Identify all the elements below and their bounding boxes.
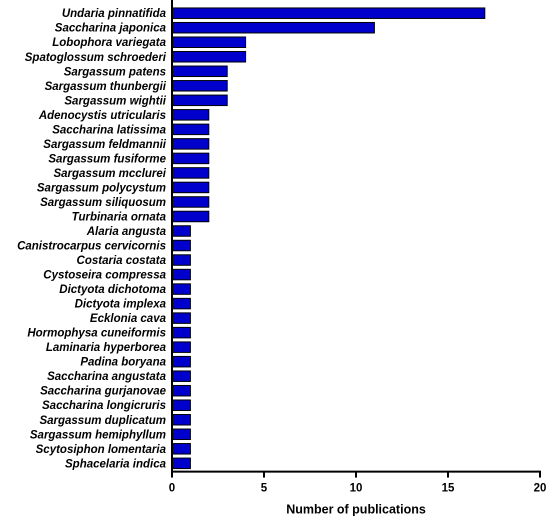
category-label: Sargassum mcclurei — [53, 168, 166, 180]
category-labels: Undaria pinnatifida Saccharina japonica Lo… — [17, 8, 167, 470]
x-axis-title: Number of publications — [286, 503, 426, 517]
category-label: Sargassum wightii — [64, 95, 166, 107]
bar — [171, 443, 191, 455]
bar — [171, 254, 191, 266]
bar — [171, 355, 191, 368]
category-label: Sargassum hemiphyllum — [30, 429, 166, 441]
category-label: Adenocystis utricularis — [38, 110, 166, 122]
category-label: Sargassum polycystum — [37, 182, 166, 194]
bar — [171, 167, 210, 179]
bar — [171, 94, 228, 107]
bar — [171, 210, 210, 223]
category-label: Lobophora variegata — [52, 37, 166, 49]
bar — [171, 7, 486, 19]
category-label: Saccharina angustata — [47, 371, 166, 383]
category-label: Sargassum feldmannii — [43, 139, 167, 151]
bar — [171, 283, 191, 295]
bar — [171, 138, 210, 150]
bar — [171, 225, 191, 237]
category-label: Padina boryana — [80, 357, 166, 369]
category-label: Saccharina longicruris — [42, 400, 166, 412]
bar — [171, 457, 191, 470]
category-label: Sphacelaria indica — [65, 458, 167, 470]
bar — [171, 399, 191, 411]
bar — [171, 21, 375, 34]
category-label: Sargassum siliquosum — [40, 197, 166, 209]
bar — [171, 51, 247, 63]
x-tick-label: 0 — [169, 483, 175, 495]
category-label: Sargassum fusiforme — [48, 153, 166, 165]
bar — [171, 312, 191, 324]
bar — [171, 268, 191, 281]
x-tick-label: 15 — [442, 483, 455, 495]
category-label: Scytosiphon lomentaria — [36, 444, 167, 456]
bar — [171, 36, 247, 48]
category-label: Ecklonia cava — [90, 313, 167, 325]
bar — [171, 152, 210, 165]
bar — [171, 239, 191, 252]
bar — [171, 123, 210, 136]
category-label: Dictyota implexa — [75, 299, 167, 311]
category-label: Saccharina japonica — [55, 23, 167, 35]
category-label: Saccharina latissima — [52, 124, 166, 136]
bar — [171, 414, 191, 426]
category-label: Costaria costata — [77, 255, 167, 267]
category-label: Turbinaria ornata — [72, 211, 167, 223]
category-label: Sargassum thunbergii — [45, 81, 167, 93]
bars-group — [171, 7, 486, 470]
category-label: Cystoseira compressa — [43, 270, 166, 282]
bar — [171, 65, 228, 78]
bar — [171, 80, 228, 92]
bar — [171, 428, 191, 441]
category-label: Alaria angusta — [86, 226, 167, 238]
bar — [171, 384, 191, 397]
x-axis-ticks: 0 5 10 15 20 — [169, 471, 547, 495]
bar — [171, 181, 210, 194]
bar — [171, 341, 191, 353]
category-label: Canistrocarpus cervicornis — [17, 241, 166, 253]
bar — [171, 109, 210, 121]
bar — [171, 196, 210, 208]
category-label: Undaria pinnatifida — [62, 8, 167, 20]
bar — [171, 326, 191, 339]
category-label: Sargassum patens — [64, 66, 166, 78]
category-label: Dictyota dichotoma — [59, 284, 166, 296]
bar — [171, 297, 191, 310]
category-label: Saccharina gurjanovae — [40, 386, 167, 398]
category-label: Sargassum duplicatum — [39, 415, 166, 427]
x-tick-label: 10 — [350, 483, 363, 495]
x-tick-label: 20 — [534, 483, 547, 495]
category-label: Laminaria hyperborea — [46, 342, 167, 354]
bar — [171, 370, 191, 382]
x-tick-label: 5 — [261, 483, 268, 495]
category-label: Spatoglossum schroederi — [25, 52, 167, 64]
category-label: Hormophysa cuneiformis — [27, 328, 166, 340]
